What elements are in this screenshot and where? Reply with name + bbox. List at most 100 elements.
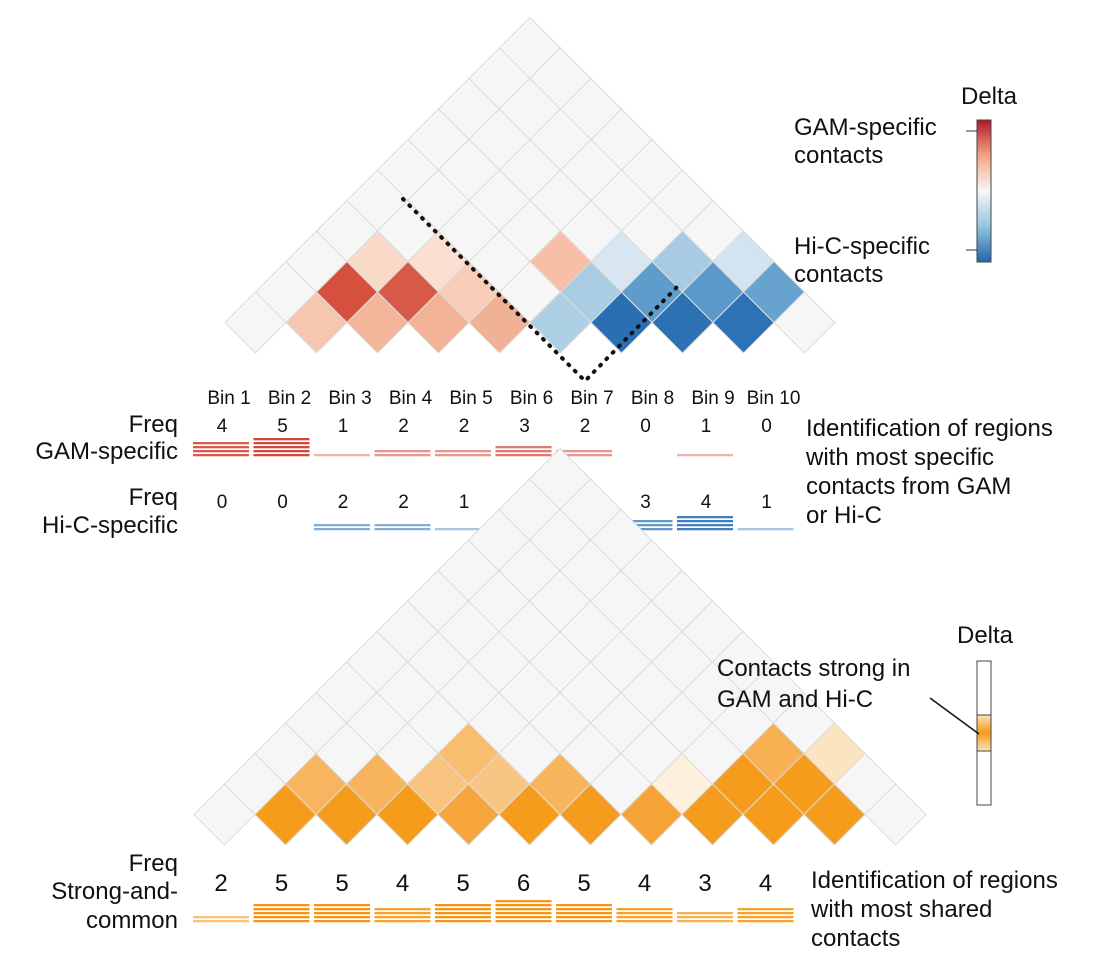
top-note-line2: with most specific [805,444,994,471]
top-contact-matrix [224,16,836,354]
bottom-note-line3: contacts [811,925,900,952]
gam-freq-value: 1 [701,416,712,437]
gam-freq-value: 2 [398,416,409,437]
top-note-line4: or Hi-C [806,502,882,529]
hic-freq-bar [435,528,491,531]
strong-freq-value: 3 [698,870,711,897]
strong-freq-value: 6 [517,870,530,897]
bin-label: Bin 4 [389,388,433,409]
hic-specific-label: Hi-C-specific [42,512,178,539]
bin-label: Bin 10 [747,388,801,409]
gam-freq-bar [193,442,249,457]
strong-freq-bar [677,912,733,923]
hic-freq-value: 2 [398,492,409,513]
bin-label: Bin 3 [328,388,371,409]
strong-freq-value: 5 [456,870,469,897]
strong-freq-value: 4 [396,870,409,897]
bottom-delta-legend: Delta Contacts strong in GAM and Hi-C [717,622,1014,806]
bin-label: Bin 1 [207,388,250,409]
hic-freq-value: 4 [701,492,712,513]
gam-freq-bar [677,454,733,457]
top-legend-title: Delta [961,83,1018,110]
gam-freq-bar [495,446,552,457]
hic-freq-bar [314,524,370,531]
hic-freq-value: 0 [277,492,288,513]
strong-freq-bar [435,904,491,923]
legend-strong-line1: Contacts strong in [717,655,910,682]
gam-freq-bar [435,450,491,457]
bin-label: Bin 8 [631,388,674,409]
hic-freq-label: Freq [129,484,178,511]
strong-freq-bar [616,908,673,923]
gam-freq-value: 1 [338,416,349,437]
strong-freq-value: 5 [577,870,590,897]
gam-freq-value: 5 [277,416,288,437]
legend-hic-line1: Hi-C-specific [794,233,930,260]
top-side-note: Identification of regions with most spec… [805,415,1053,529]
gam-freq-values: 4 5 1 2 2 3 2 0 1 0 [217,416,772,437]
gam-freq-value: 3 [519,416,530,437]
hic-freq-value: 3 [640,492,651,513]
bottom-colorbar-highlight [976,714,992,752]
bottom-side-note: Identification of regions with most shar… [810,867,1058,952]
strong-freq-value: 4 [638,870,651,897]
bin-label: Bin 5 [449,388,492,409]
gam-freq-bars [193,438,733,457]
hic-freq-bar [677,516,733,531]
hic-freq-value: 1 [761,492,772,513]
strong-freq-bar [193,916,249,923]
gam-freq-value: 2 [580,416,591,437]
gam-freq-bar [314,454,370,457]
bin-label: Bin 9 [691,388,734,409]
gam-freq-value: 0 [640,416,651,437]
gam-freq-bar [253,438,310,457]
strong-freq-values: 2 5 5 4 5 6 5 4 3 4 [214,870,772,897]
gam-specific-label: GAM-specific [35,438,178,465]
strong-freq-value: 5 [335,870,348,897]
hic-freq-bar [374,524,431,531]
hic-freq-value: 0 [217,492,228,513]
hic-freq-value: 1 [459,492,470,513]
bottom-note-line1: Identification of regions [811,867,1058,894]
gam-freq-bar [556,450,612,457]
bin-labels: Bin 1 Bin 2 Bin 3 Bin 4 Bin 5 Bin 6 Bin 7 Bin 8… [207,388,800,409]
matrix-cell [864,783,927,846]
strong-freq-label: Freq [129,850,178,877]
gam-freq-label: Freq [129,411,178,438]
legend-gam-line2: contacts [794,142,883,169]
top-note-line3: contacts from GAM [806,473,1011,500]
hic-freq-bar [616,520,673,531]
bin-label: Bin 7 [570,388,613,409]
gam-freq-bar [374,450,431,457]
strong-freq-bar [495,900,552,923]
strong-freq-bar [374,908,431,923]
gam-freq-value: 2 [459,416,470,437]
legend-pointer-line [929,697,980,735]
strong-freq-value: 4 [759,870,772,897]
strong-freq-value: 2 [214,870,227,897]
strong-freq-bar [314,904,370,923]
strong-freq-bar [253,904,310,923]
top-delta-legend: Delta GAM-specific contacts Hi-C-specifi… [794,83,1018,288]
strong-freq-bars [193,900,794,923]
legend-hic-line2: contacts [794,261,883,288]
top-colorbar [976,119,992,263]
bottom-note-line2: with most shared [810,896,992,923]
strong-and-label: Strong-and- [51,878,178,905]
top-note-line1: Identification of regions [806,415,1053,442]
strong-freq-bar [556,904,612,923]
gam-freq-value: 4 [217,416,228,437]
bin-label: Bin 6 [510,388,553,409]
matrix-cell [773,291,836,354]
gam-freq-value: 0 [761,416,772,437]
hic-freq-values: 0022134341 [217,492,772,513]
legend-strong-line2: GAM and Hi-C [717,686,873,713]
common-label: common [86,907,178,934]
bottom-contact-matrix [193,447,927,846]
legend-gam-line1: GAM-specific [794,114,937,141]
bin-label: Bin 2 [268,388,311,409]
strong-freq-bar [737,908,794,923]
hic-freq-bar [737,528,794,531]
bottom-legend-title: Delta [957,622,1014,649]
